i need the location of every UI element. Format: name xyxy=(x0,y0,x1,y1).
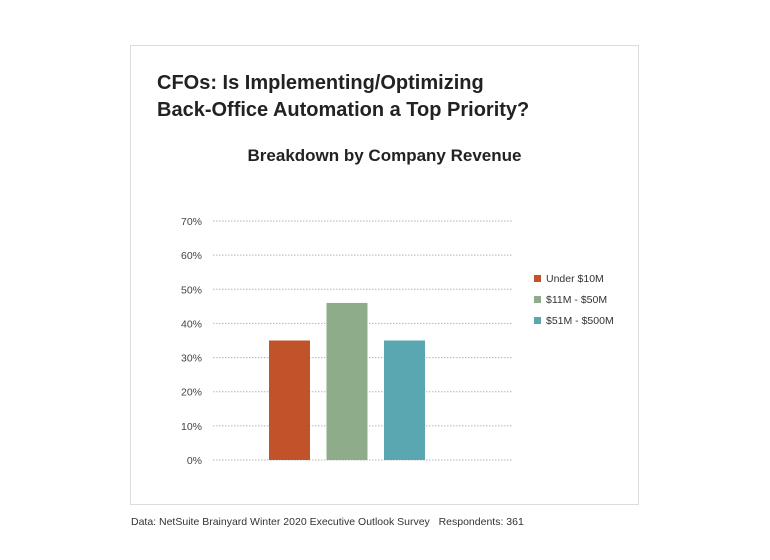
legend-swatch xyxy=(534,317,541,324)
bar-11m-50m xyxy=(326,302,368,460)
y-tick-label: 30% xyxy=(181,353,202,365)
chart-title-line-2: Back-Office Automation a Top Priority? xyxy=(157,99,530,121)
source-footer: Data: NetSuite Brainyard Winter 2020 Exe… xyxy=(131,516,524,528)
chart-subtitle: Breakdown by Company Revenue xyxy=(247,146,522,165)
y-tick-label: 50% xyxy=(181,284,202,296)
legend-item: $11M - $50M xyxy=(534,289,614,310)
y-axis-ticks: 0% 10% 20% 30% 40% 50% 60% 70% xyxy=(181,216,202,467)
y-tick-label: 0% xyxy=(187,455,202,467)
y-tick-label: 40% xyxy=(181,318,202,330)
bars xyxy=(269,302,425,460)
bar-under-10m xyxy=(269,340,310,460)
legend-label: $51M - $500M xyxy=(546,314,614,327)
respondents-count: Respondents: 361 xyxy=(438,516,524,528)
chart-legend: Under $10M $11M - $50M $51M - $500M xyxy=(534,268,614,331)
y-tick-label: 70% xyxy=(181,216,202,228)
gridlines xyxy=(213,220,512,461)
legend-swatch xyxy=(534,296,541,303)
legend-swatch xyxy=(534,275,541,282)
legend-item: Under $10M xyxy=(534,268,614,289)
legend-label: $11M - $50M xyxy=(546,293,608,306)
legend-item: $51M - $500M xyxy=(534,310,614,331)
legend-label: Under $10M xyxy=(546,272,604,285)
source-note: Data: NetSuite Brainyard Winter 2020 Exe… xyxy=(131,516,430,528)
chart-title-line-1: CFOs: Is Implementing/Optimizing xyxy=(157,72,484,94)
y-tick-label: 60% xyxy=(181,250,202,262)
chart-title: CFOs: Is Implementing/Optimizing Back-Of… xyxy=(157,70,597,124)
y-tick-label: 20% xyxy=(181,387,202,399)
y-tick-label: 10% xyxy=(181,421,202,433)
bar-51m-500m xyxy=(384,340,425,460)
